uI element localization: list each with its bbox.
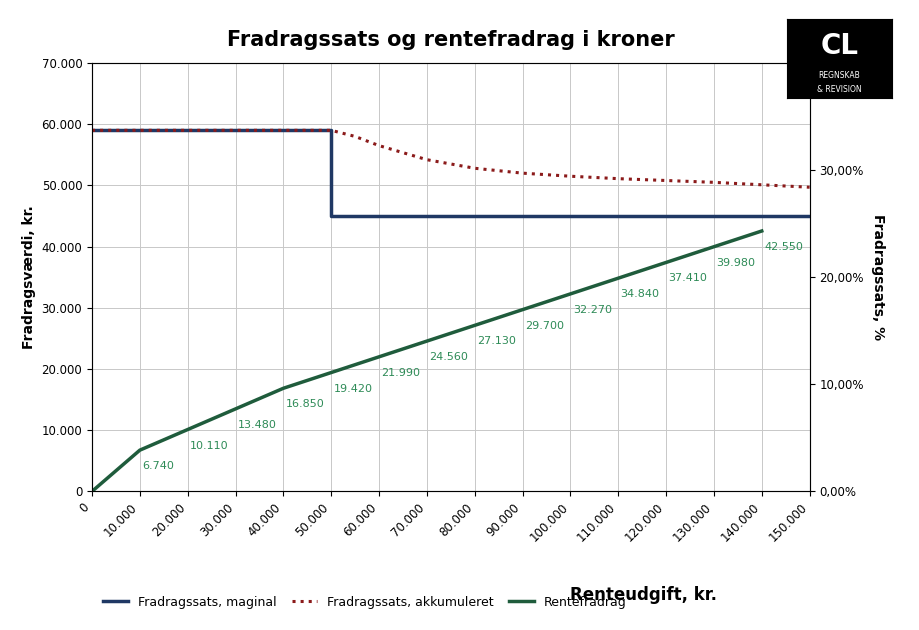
- Text: 16.850: 16.850: [286, 399, 324, 410]
- Text: 21.990: 21.990: [381, 368, 420, 378]
- Text: 29.700: 29.700: [525, 321, 563, 331]
- Text: Renteudgift, kr.: Renteudgift, kr.: [570, 587, 717, 604]
- Text: CL: CL: [820, 33, 857, 60]
- Fradragssats, akkumuleret: [349, 133, 360, 140]
- Rentefradrag: [612, 275, 623, 282]
- Line: Fradragssats, akkumuleret: Fradragssats, akkumuleret: [92, 130, 809, 187]
- Rentefradrag: [182, 426, 193, 433]
- Fradragssats, akkumuleret: [230, 127, 241, 134]
- Rentefradrag: [421, 337, 432, 345]
- Rentefradrag: [516, 306, 528, 313]
- Legend: Fradragssats, maginal, Fradragssats, akkumuleret, Rentefradrag: Fradragssats, maginal, Fradragssats, akk…: [98, 591, 630, 614]
- Rentefradrag: [708, 243, 719, 251]
- Text: & REVISION: & REVISION: [816, 85, 861, 94]
- Text: 19.420: 19.420: [334, 384, 372, 394]
- Text: 13.480: 13.480: [238, 420, 277, 430]
- Text: 42.550: 42.550: [764, 242, 802, 252]
- Text: 32.270: 32.270: [573, 305, 611, 315]
- Rentefradrag: [469, 321, 480, 329]
- Text: 37.410: 37.410: [668, 273, 707, 284]
- Fradragssats, akkumuleret: [803, 183, 814, 191]
- Text: 39.980: 39.980: [716, 258, 754, 268]
- Y-axis label: Fradragssats, %: Fradragssats, %: [869, 214, 884, 340]
- Fradragssats, akkumuleret: [516, 169, 528, 177]
- Fradragssats, akkumuleret: [660, 177, 671, 185]
- Fradragssats, akkumuleret: [564, 173, 575, 180]
- Fradragssats, akkumuleret: [469, 164, 480, 172]
- Line: Fradragssats, maginal: Fradragssats, maginal: [92, 130, 809, 216]
- Fradragssats, akkumuleret: [134, 127, 145, 134]
- Fradragssats, akkumuleret: [325, 127, 336, 134]
- Text: 24.560: 24.560: [429, 352, 468, 362]
- Title: Fradragssats og rentefradrag i kroner: Fradragssats og rentefradrag i kroner: [227, 30, 674, 50]
- Fradragssats, maginal: [325, 127, 336, 134]
- Fradragssats, maginal: [803, 212, 814, 220]
- Rentefradrag: [134, 447, 145, 454]
- Fradragssats, maginal: [86, 127, 97, 134]
- Rentefradrag: [373, 353, 384, 360]
- Rentefradrag: [325, 369, 336, 376]
- Rentefradrag: [755, 227, 766, 235]
- Fradragssats, akkumuleret: [182, 127, 193, 134]
- Fradragssats, akkumuleret: [86, 127, 97, 134]
- Fradragssats, akkumuleret: [708, 178, 719, 186]
- Text: 34.840: 34.840: [620, 289, 659, 299]
- Fradragssats, akkumuleret: [755, 181, 766, 188]
- Fradragssats, akkumuleret: [278, 127, 289, 134]
- Rentefradrag: [564, 290, 575, 298]
- Rentefradrag: [86, 488, 97, 495]
- Fradragssats, akkumuleret: [612, 175, 623, 183]
- Fradragssats, akkumuleret: [421, 156, 432, 163]
- Text: 10.110: 10.110: [190, 440, 229, 450]
- Text: 27.130: 27.130: [477, 336, 516, 346]
- Line: Rentefradrag: Rentefradrag: [92, 231, 761, 491]
- Fradragssats, akkumuleret: [373, 142, 384, 149]
- Text: REGNSKAB: REGNSKAB: [818, 71, 859, 80]
- Rentefradrag: [660, 259, 671, 266]
- Text: 6.740: 6.740: [142, 461, 174, 471]
- Y-axis label: Fradragsværdi, kr.: Fradragsværdi, kr.: [22, 205, 36, 349]
- Fradragssats, maginal: [325, 212, 336, 220]
- Rentefradrag: [278, 384, 289, 392]
- Rentefradrag: [230, 405, 241, 413]
